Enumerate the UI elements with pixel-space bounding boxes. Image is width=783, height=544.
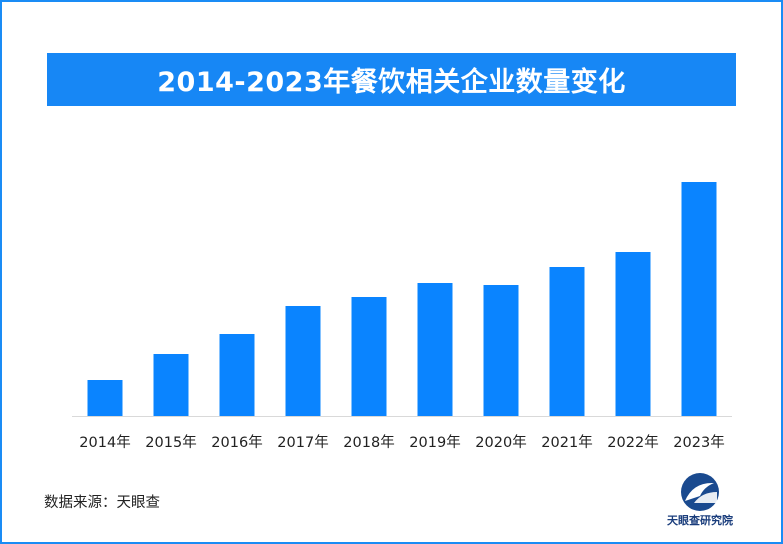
bar-2 xyxy=(219,334,255,416)
bar-4 xyxy=(351,297,387,416)
x-tick-label-5: 2019年 xyxy=(409,434,460,451)
tianyancha-logo-icon: 天眼查研究院 xyxy=(660,470,740,532)
bar-0 xyxy=(87,380,123,416)
bar-8 xyxy=(615,252,651,416)
x-tick-label-4: 2018年 xyxy=(343,434,394,451)
bar-1 xyxy=(153,354,189,416)
x-tick-label-0: 2014年 xyxy=(79,434,130,451)
x-tick-label-1: 2015年 xyxy=(145,434,196,451)
x-tick-label-3: 2017年 xyxy=(277,434,328,451)
title-banner: 2014-2023年餐饮相关企业数量变化 xyxy=(47,53,736,106)
x-tick-label-6: 2020年 xyxy=(475,434,526,451)
logo-text: 天眼查研究院 xyxy=(667,514,733,527)
chart-title: 2014-2023年餐饮相关企业数量变化 xyxy=(157,67,626,98)
data-source: 数据来源：天眼查 xyxy=(44,495,160,511)
bar-7 xyxy=(549,267,585,416)
x-tick-label-9: 2023年 xyxy=(673,434,724,451)
bars-group xyxy=(87,182,717,416)
bar-3 xyxy=(285,306,321,416)
x-tick-label-2: 2016年 xyxy=(211,434,262,451)
x-tick-labels: 2014年 2015年 2016年 2017年 2018年 2019年 2020年 2021年… xyxy=(79,434,724,451)
bar-6 xyxy=(483,285,519,416)
x-tick-label-8: 2022年 xyxy=(607,434,658,451)
x-tick-label-7: 2021年 xyxy=(541,434,592,451)
bar-5 xyxy=(417,283,453,416)
bar-9 xyxy=(681,182,717,416)
